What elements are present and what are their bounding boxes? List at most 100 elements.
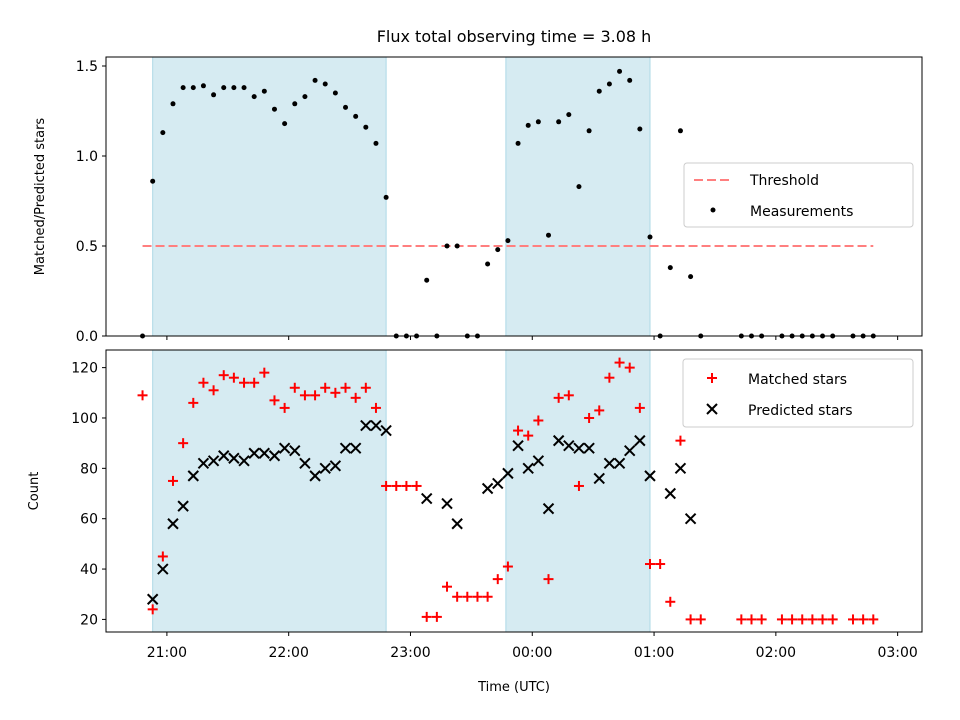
x-tick-label: 03:00 xyxy=(877,645,917,661)
y-tick-label: 120 xyxy=(71,361,98,377)
top-y-axis-label: Matched/Predicted stars xyxy=(33,118,48,276)
predicted-stars-point xyxy=(360,419,372,432)
measurement-point xyxy=(566,112,572,118)
matched-stars-point xyxy=(218,370,229,381)
predicted-stars-point xyxy=(441,497,453,510)
predicted-legend-swatch xyxy=(706,403,718,415)
matched-stars-point xyxy=(614,357,625,368)
measurement-point xyxy=(332,90,338,96)
matched-stars-point xyxy=(868,614,879,625)
matched-stars-point xyxy=(228,372,239,383)
y-tick-label: 100 xyxy=(71,411,98,427)
predicted-stars-point xyxy=(684,512,697,525)
predicted-stars-point xyxy=(522,462,534,475)
matched-stars-point xyxy=(634,402,645,413)
matched-stars-point xyxy=(330,387,341,398)
predicted-stars-point xyxy=(573,442,585,454)
predicted-stars-point xyxy=(492,477,504,490)
measurement-point xyxy=(373,140,379,146)
x-tick-label: 21:00 xyxy=(147,645,187,661)
matched-stars-point xyxy=(513,425,524,436)
top-legend: Threshold Measurements xyxy=(683,162,914,228)
measurement-point xyxy=(363,124,369,130)
matched-stars-point xyxy=(157,551,168,562)
predicted-stars-point xyxy=(146,593,159,605)
measurement-point xyxy=(688,274,694,280)
predicted-stars-point xyxy=(329,460,342,472)
matched-stars-point xyxy=(370,402,381,413)
matched-stars-point xyxy=(381,480,392,491)
measurement-point xyxy=(221,85,227,91)
observing-intervals-top xyxy=(152,56,651,337)
predicted-stars-point xyxy=(634,434,646,447)
measurement-point xyxy=(505,238,511,244)
predicted-stars-point xyxy=(380,424,392,437)
measurement-point xyxy=(546,232,552,238)
matched-stars-point xyxy=(188,397,199,408)
matched-stars-point xyxy=(167,475,178,486)
predicted-stars-point xyxy=(552,434,565,447)
matched-stars-point xyxy=(421,611,432,622)
matched-stars-point xyxy=(746,614,757,625)
measurement-point xyxy=(576,184,582,190)
matched-legend-marker xyxy=(707,373,717,383)
matched-stars-point xyxy=(604,372,615,383)
top-panel: 0.0 0.5 1.0 1.5 Flux total observing time =… xyxy=(33,27,923,345)
matched-stars-point xyxy=(320,382,331,393)
measurement-point xyxy=(251,94,257,100)
measurement-point xyxy=(241,85,247,91)
matched-stars-point xyxy=(208,385,219,396)
measurement-point xyxy=(231,85,237,91)
predicted-stars-point xyxy=(339,442,352,454)
predicted-stars-point xyxy=(370,419,382,432)
measurement-point xyxy=(556,119,562,125)
predicted-stars-point xyxy=(278,442,291,454)
predicted-stars-point xyxy=(603,457,616,470)
top-legend-box xyxy=(683,162,914,228)
predicted-stars-point xyxy=(197,457,210,470)
predicted-stars-point xyxy=(664,487,677,500)
y-tick-label: 80 xyxy=(80,461,98,477)
measurement-point xyxy=(424,277,430,283)
matched-stars-point xyxy=(584,412,595,423)
matched-stars-point xyxy=(624,362,635,373)
bottom-legend-box xyxy=(682,358,914,428)
count-plot-area xyxy=(137,357,879,625)
chart-title: Flux total observing time = 3.08 h xyxy=(377,27,652,46)
measurement-point xyxy=(485,261,491,267)
measurement-point xyxy=(190,85,196,91)
predicted-stars-point xyxy=(248,447,260,459)
predicted-stars-point xyxy=(207,455,220,467)
measurement-point xyxy=(211,92,217,98)
matched-legend-swatch xyxy=(707,373,717,383)
measurement-point xyxy=(160,130,166,136)
matched-stars-point xyxy=(502,561,513,572)
y-tick-label: 0.5 xyxy=(76,239,98,255)
bottom-axes-frame xyxy=(105,349,923,633)
matched-stars-point xyxy=(797,614,808,625)
matched-stars-point xyxy=(685,614,696,625)
y-tick-label: 40 xyxy=(80,562,98,578)
matched-stars-point xyxy=(645,559,655,570)
matched-stars-point xyxy=(807,614,818,625)
matched-stars-point xyxy=(411,480,422,491)
measurement-point xyxy=(596,88,602,94)
bottom-legend: Matched stars Predicted stars xyxy=(682,358,914,428)
matched-stars-point xyxy=(452,591,463,602)
matched-stars-point xyxy=(665,596,676,607)
predicted-stars-point xyxy=(299,457,311,470)
measurement-point xyxy=(606,81,612,87)
measurement-point xyxy=(292,101,298,107)
matched-stars-point xyxy=(695,614,706,625)
predicted-stars-point xyxy=(481,482,494,495)
matched-stars-point xyxy=(198,377,209,388)
matched-stars-point xyxy=(553,392,564,403)
matched-stars-point xyxy=(787,614,798,625)
matched-stars-point xyxy=(776,614,787,625)
matched-stars-point xyxy=(563,390,574,401)
predicted-stars-point xyxy=(593,472,605,485)
y-tick-label: 1.5 xyxy=(76,59,98,75)
matched-stars-point xyxy=(401,480,412,491)
measurement-point xyxy=(495,247,501,253)
